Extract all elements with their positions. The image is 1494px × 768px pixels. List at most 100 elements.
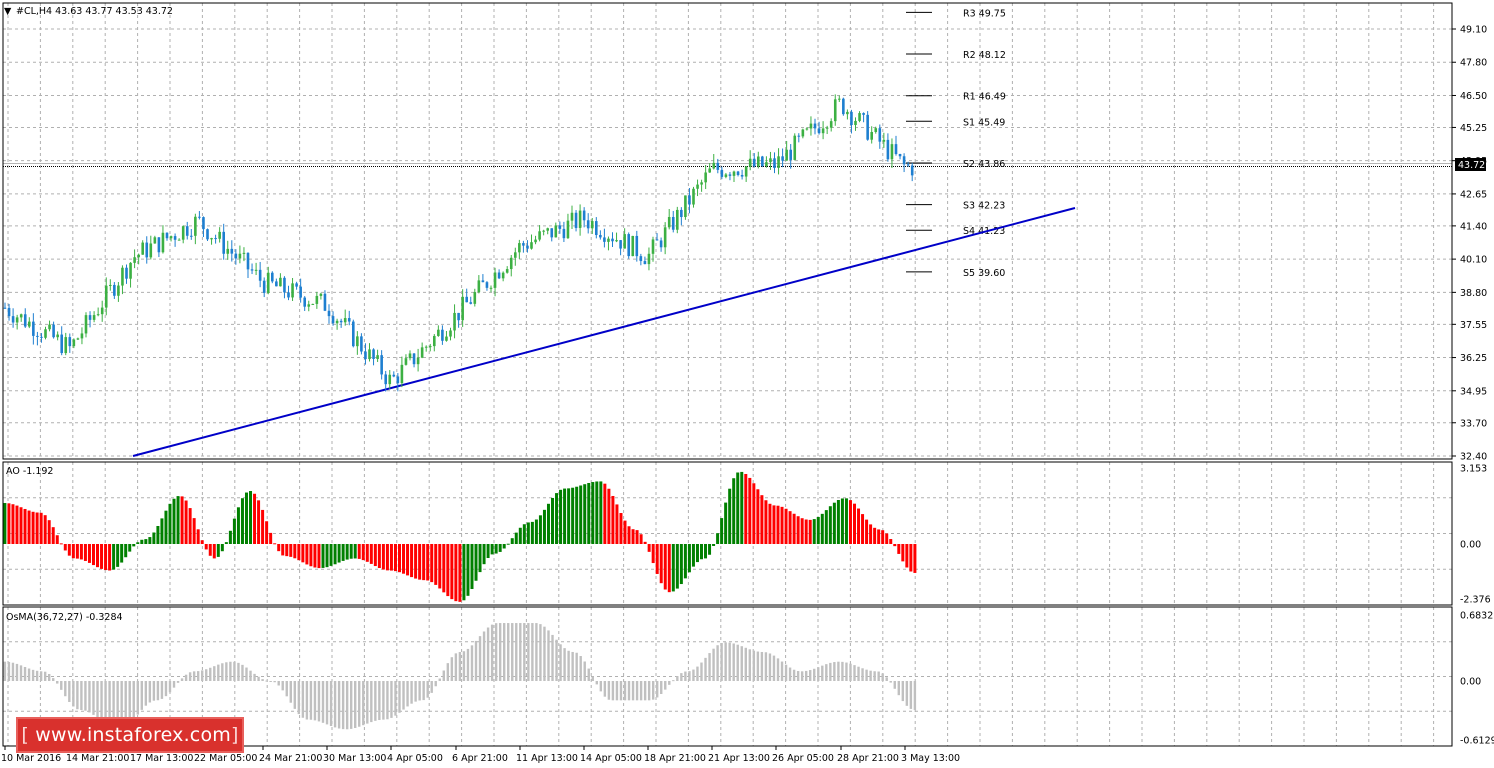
osma-bar xyxy=(780,661,784,681)
candle-body xyxy=(574,212,578,228)
osma-bar xyxy=(317,681,321,722)
osma-bar xyxy=(92,681,95,715)
candle-body xyxy=(234,253,238,259)
candle-body xyxy=(586,220,590,229)
candle-body xyxy=(250,269,254,271)
ao-bar xyxy=(11,504,15,544)
candle-body xyxy=(449,330,452,337)
ao-bar xyxy=(23,508,27,544)
price-panel[interactable]: R3 49.75 R2 48.12 R1 46.49 S1 45.49 S2 43.86… xyxy=(3,8,1452,457)
ao-bar xyxy=(293,544,297,559)
time-tick-label: 10 Mar 2016 xyxy=(1,753,61,764)
time-tick-label: 26 Apr 05:00 xyxy=(772,753,834,764)
ao-panel[interactable] xyxy=(3,471,917,602)
ao-bar xyxy=(184,500,188,544)
candle-body xyxy=(315,295,319,304)
ao-bar xyxy=(563,488,567,544)
ao-bar xyxy=(87,544,91,563)
osma-bar xyxy=(366,681,369,724)
ao-bar xyxy=(148,537,152,544)
candle-body xyxy=(92,315,96,320)
osma-bar xyxy=(551,634,554,681)
candle-body xyxy=(546,228,549,231)
osma-bar xyxy=(764,652,768,681)
ao-bar xyxy=(47,520,51,544)
current-price-marker xyxy=(1455,158,1486,171)
osma-bar xyxy=(490,624,494,681)
ao-bar xyxy=(313,544,317,568)
ao-bar xyxy=(414,544,418,579)
osma-panel[interactable] xyxy=(3,623,917,730)
ao-bar xyxy=(228,530,232,544)
osma-bar xyxy=(23,666,27,681)
osma-bar xyxy=(841,661,844,681)
candle-body xyxy=(655,239,659,241)
osma-bar xyxy=(3,661,7,681)
osma-bar xyxy=(285,681,288,697)
osma-bar xyxy=(486,627,490,681)
ao-bar xyxy=(559,489,563,544)
candle-body xyxy=(420,347,424,358)
osma-tick-label: 0.6832 xyxy=(1460,611,1493,622)
osma-bar xyxy=(684,671,687,681)
osma-bar xyxy=(394,681,397,716)
candle-body xyxy=(412,353,416,365)
osma-bar xyxy=(229,661,232,681)
candle-body xyxy=(218,231,221,239)
ao-bar xyxy=(647,544,651,552)
osma-bar xyxy=(11,662,15,681)
osma-bar xyxy=(857,666,860,681)
osma-bar xyxy=(205,669,208,681)
candle-body xyxy=(246,252,250,270)
osma-bar xyxy=(639,681,643,701)
candle-body xyxy=(518,243,521,253)
dropdown-triangle-icon[interactable]: ▼ xyxy=(4,6,12,17)
ao-bar xyxy=(220,544,224,552)
candle-body xyxy=(886,139,890,160)
osma-bar xyxy=(156,681,160,701)
candle-body xyxy=(530,242,533,249)
candle-body xyxy=(311,303,315,305)
osma-bar xyxy=(531,623,534,681)
ao-bar xyxy=(188,508,192,544)
ao-bar xyxy=(265,521,269,544)
osma-bar xyxy=(470,645,474,681)
ao-bar xyxy=(667,544,671,593)
osma-bar xyxy=(56,681,59,684)
ao-bar xyxy=(587,482,591,544)
ao-bar xyxy=(486,544,490,559)
candle-body xyxy=(720,169,724,177)
candle-body xyxy=(659,240,663,248)
ao-bar xyxy=(176,496,180,544)
candle-body xyxy=(28,321,31,327)
osma-bar xyxy=(116,681,119,730)
price-tick-label: 38.80 xyxy=(1460,288,1487,299)
osma-bar xyxy=(418,681,421,701)
ao-bar xyxy=(240,498,244,544)
osma-bar xyxy=(478,636,482,681)
ao-bar xyxy=(377,544,381,569)
candle-body xyxy=(898,154,902,157)
ao-bar xyxy=(204,544,208,550)
candle-body xyxy=(32,321,35,336)
ao-bar xyxy=(691,544,695,567)
ao-bar xyxy=(675,544,679,589)
ao-bar xyxy=(402,544,406,574)
ao-bar xyxy=(51,527,55,544)
ao-bar xyxy=(430,544,434,583)
ao-bar xyxy=(59,543,63,545)
osma-bar xyxy=(507,623,510,681)
osma-bar xyxy=(160,681,164,699)
candle-body xyxy=(599,234,602,238)
candle-body xyxy=(680,209,683,218)
ao-bar xyxy=(79,544,83,560)
candle-body xyxy=(356,336,359,347)
candle-body xyxy=(416,357,420,365)
osma-bar xyxy=(482,631,486,681)
osma-bar xyxy=(209,667,212,681)
osma-bar xyxy=(321,681,325,723)
candle-body xyxy=(558,225,562,229)
ao-bar xyxy=(27,510,31,544)
candle-body xyxy=(878,128,882,142)
